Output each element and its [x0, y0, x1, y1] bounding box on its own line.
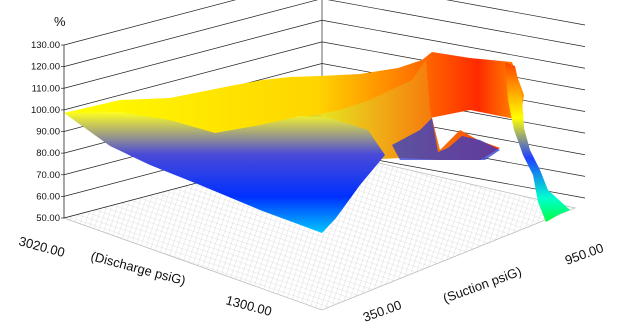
surface: [64, 52, 570, 233]
wall-gridline: [327, 0, 586, 47]
z-tick-label: 110.00: [32, 83, 60, 94]
z-tick-label: 90.00: [36, 127, 60, 138]
wall-gridline: [321, 19, 586, 69]
surface-dip: [392, 118, 500, 160]
y-tick-start: 350.00: [361, 297, 403, 325]
y-tick-end: 950.00: [563, 240, 605, 268]
x-tick-start: 3020.00: [17, 233, 66, 260]
wall-gridline: [63, 0, 319, 67]
z-tick-label: 50.00: [36, 213, 60, 224]
z-tick-label: 120.00: [31, 62, 60, 73]
x-tick-end: 1300.00: [224, 292, 273, 319]
wall-gridline: [63, 0, 237, 46]
wall-gridline: [63, 19, 323, 89]
z-axis-ticks: 50.00 60.00 70.00 80.00 90.00 100.00 110.00 120…: [31, 40, 64, 224]
surface-right-drop: [505, 62, 570, 222]
unit-label: %: [54, 14, 66, 29]
wall-gridline: [63, 41, 323, 111]
z-tick-label: 60.00: [36, 191, 60, 202]
z-tick-label: 130.00: [31, 40, 60, 51]
surface-front-slope: [64, 112, 385, 233]
z-tick-label: 70.00: [36, 170, 60, 181]
z-tick-label: 100.00: [31, 105, 60, 116]
y-axis-label: (Suction psiG): [441, 264, 524, 306]
z-tick-label: 80.00: [36, 148, 60, 159]
wall-gridline: [446, 0, 586, 26]
